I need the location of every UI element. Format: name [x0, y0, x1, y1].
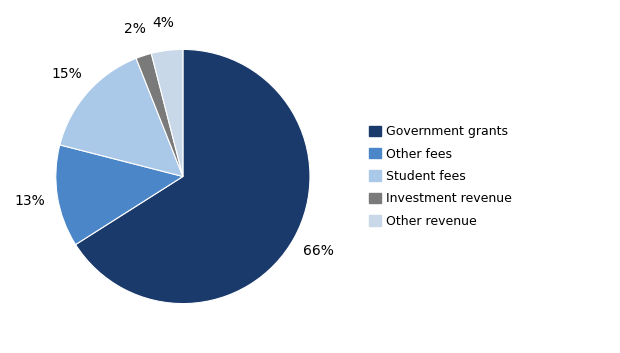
Text: 2%: 2%: [124, 22, 146, 36]
Wedge shape: [76, 49, 310, 304]
Text: 13%: 13%: [14, 194, 45, 208]
Text: 66%: 66%: [303, 244, 334, 258]
Text: 15%: 15%: [51, 67, 82, 81]
Text: 4%: 4%: [153, 16, 174, 30]
Wedge shape: [151, 49, 183, 176]
Wedge shape: [136, 53, 183, 176]
Wedge shape: [60, 58, 183, 176]
Legend: Government grants, Other fees, Student fees, Investment revenue, Other revenue: Government grants, Other fees, Student f…: [364, 120, 517, 233]
Wedge shape: [56, 145, 183, 245]
